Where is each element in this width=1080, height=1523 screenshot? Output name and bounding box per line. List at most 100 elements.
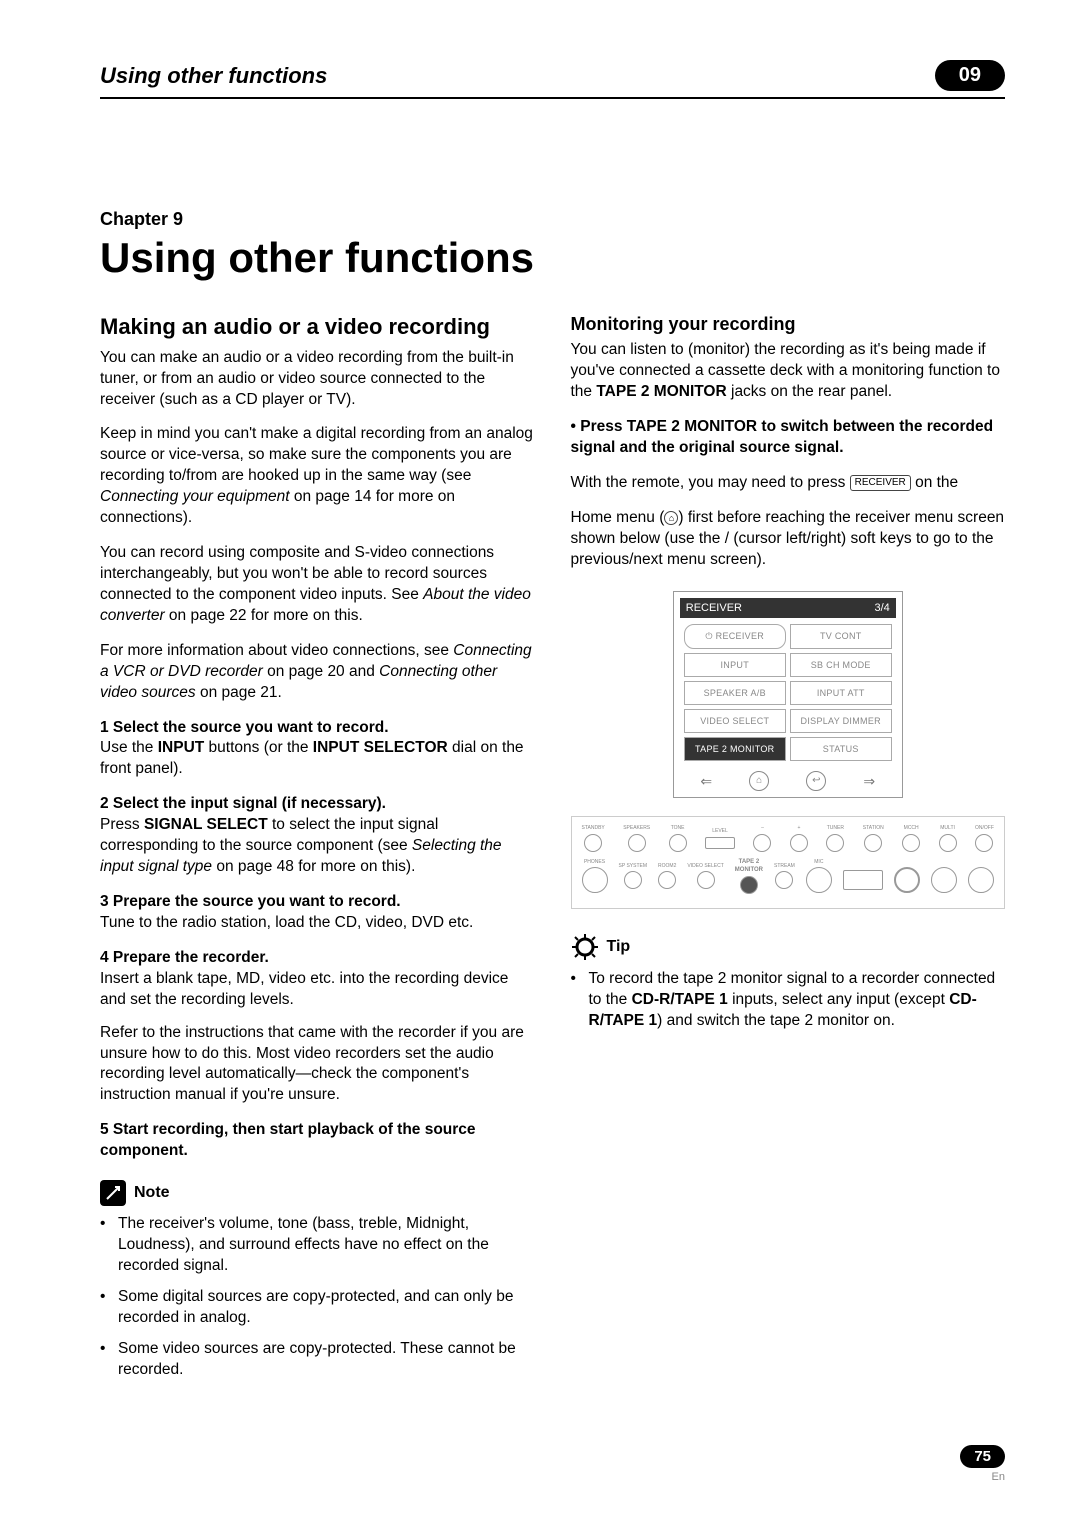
step-5: 5 Start recording, then start playback o… <box>100 1120 535 1162</box>
button-ref: INPUT SELECTOR <box>313 739 448 756</box>
text: Tune to the radio station, load the CD, … <box>100 914 473 931</box>
tip-header: Tip <box>571 933 1006 961</box>
menu-cell-status: STATUS <box>790 737 892 761</box>
left-column: Making an audio or a video recording You… <box>100 312 535 1385</box>
tape2-monitor-button-icon <box>740 876 758 894</box>
knob-icon <box>624 871 642 889</box>
text: Home menu ( <box>571 509 665 526</box>
note-bullet-3: •Some video sources are copy-protected. … <box>100 1339 535 1381</box>
text: Some video sources are copy-protected. T… <box>118 1339 535 1381</box>
receiver-menu-nav: ⇐ ⌂ ↩ ⇒ <box>680 767 896 791</box>
text: ) and switch the tape 2 monitor on. <box>657 1012 895 1029</box>
content-columns: Making an audio or a video recording You… <box>100 312 1005 1385</box>
menu-cell-video: VIDEO SELECT <box>684 709 786 733</box>
text: buttons (or the <box>204 739 313 756</box>
note-icon <box>100 1180 126 1206</box>
text: With the remote, you may need to press <box>571 474 850 491</box>
knob-icon <box>697 871 715 889</box>
dpad-icon <box>894 867 920 893</box>
knob-icon <box>753 834 771 852</box>
jack-icon <box>806 867 832 893</box>
note-label: Note <box>134 1182 170 1204</box>
menu-cell-speaker: SPEAKER A/B <box>684 681 786 705</box>
section-heading-recording: Making an audio or a video recording <box>100 312 535 342</box>
menu-cell-dimmer: DISPLAY DIMMER <box>790 709 892 733</box>
step-2-heading: 2 Select the input signal (if necessary)… <box>100 794 535 815</box>
input-ref: CD-R/TAPE 1 <box>632 991 728 1008</box>
knob-icon <box>968 867 994 893</box>
monitor-para-1: You can listen to (monitor) the recordin… <box>571 340 1006 403</box>
knob-icon <box>628 834 646 852</box>
knob-icon <box>826 834 844 852</box>
front-panel-figure: STANDBY SPEAKERS TONE LEVEL – + TUNER ST… <box>571 816 1006 909</box>
knob-icon <box>939 834 957 852</box>
knob-icon <box>658 871 676 889</box>
text: Some digital sources are copy-protected,… <box>118 1287 535 1329</box>
panel-row-top: STANDBY SPEAKERS TONE LEVEL – + TUNER ST… <box>582 825 995 852</box>
text: on page 48 for more on this). <box>212 858 415 875</box>
section-heading-monitoring: Monitoring your recording <box>571 312 1006 336</box>
step-4-heading: 4 Prepare the recorder. <box>100 948 535 969</box>
tip-bullet: • To record the tape 2 monitor signal to… <box>571 969 1006 1032</box>
menu-cell-tvcont: TV CONT <box>790 624 892 648</box>
monitor-para-3: Home menu (⌂) first before reaching the … <box>571 508 1006 571</box>
note-bullet-2: •Some digital sources are copy-protected… <box>100 1287 535 1329</box>
chapter-badge: 09 <box>935 60 1005 91</box>
text: Use the <box>100 739 158 756</box>
back-nav-icon: ↩ <box>806 771 826 791</box>
step-3-heading: 3 Prepare the source you want to record. <box>100 892 535 913</box>
step-1-heading: 1 Select the source you want to record. <box>100 718 535 739</box>
receiver-key-icon: RECEIVER <box>850 475 911 491</box>
tip-label: Tip <box>607 936 631 958</box>
receiver-menu-page: 3/4 <box>874 601 889 616</box>
receiver-menu-title: RECEIVER <box>686 601 742 616</box>
page-header: Using other functions 09 <box>100 60 1005 99</box>
menu-cell-tape2: TAPE 2 MONITOR <box>684 737 786 761</box>
step-1: 1 Select the source you want to record. … <box>100 718 535 781</box>
menu-cell-receiver: ⏻ RECEIVER <box>684 624 786 648</box>
text: on page 20 and <box>263 663 379 680</box>
text: on page 22 for more on this. <box>165 607 363 624</box>
knob-icon <box>669 834 687 852</box>
home-nav-icon: ⌂ <box>749 771 769 791</box>
knob-icon <box>584 834 602 852</box>
knob-icon <box>975 834 993 852</box>
jack-ref: TAPE 2 MONITOR <box>596 383 726 400</box>
text: on the <box>915 474 958 491</box>
right-column: Monitoring your recording You can listen… <box>571 312 1006 1385</box>
page-number: 75 <box>960 1445 1005 1468</box>
step-4: 4 Prepare the recorder. Insert a blank t… <box>100 948 535 1106</box>
knob-icon <box>790 834 808 852</box>
intro-para-2: Keep in mind you can't make a digital re… <box>100 424 535 529</box>
intro-para-3: You can record using composite and S-vid… <box>100 543 535 627</box>
panel-row-bottom: PHONES SP SYSTEM ROOM2 VIDEO SELECT TAPE… <box>582 858 995 894</box>
page-footer: 75 En <box>960 1445 1005 1483</box>
receiver-menu-titlebar: RECEIVER 3/4 <box>680 598 896 619</box>
page-lang: En <box>960 1471 1005 1483</box>
knob-icon <box>902 834 920 852</box>
section-title: Using other functions <box>100 63 327 89</box>
intro-para-4: For more information about video connect… <box>100 641 535 704</box>
knob-icon <box>775 871 793 889</box>
text: Keep in mind you can't make a digital re… <box>100 425 533 484</box>
button-ref: SIGNAL SELECT <box>144 816 268 833</box>
monitor-instruction: • Press TAPE 2 MONITOR to switch between… <box>571 417 1006 459</box>
chapter-label: Chapter 9 <box>100 209 1005 230</box>
menu-cell-inputatt: INPUT ATT <box>790 681 892 705</box>
text: The receiver's volume, tone (bass, trebl… <box>118 1214 535 1277</box>
knob-icon <box>864 834 882 852</box>
intro-para-1: You can make an audio or a video recordi… <box>100 348 535 411</box>
text: jacks on the rear panel. <box>727 383 892 400</box>
knob-icon <box>931 867 957 893</box>
note-header: Note <box>100 1180 535 1206</box>
button-icon <box>705 837 735 849</box>
tip-text: To record the tape 2 monitor signal to a… <box>589 969 1006 1032</box>
menu-cell-sbch: SB CH MODE <box>790 653 892 677</box>
right-arrow-icon: ⇒ <box>863 772 875 791</box>
left-arrow-icon: ⇐ <box>700 772 712 791</box>
chapter-title: Using other functions <box>100 234 1005 282</box>
text: Insert a blank tape, MD, video etc. into… <box>100 969 535 1011</box>
jack-icon <box>582 867 608 893</box>
display-icon <box>843 870 883 890</box>
note-bullets: •The receiver's volume, tone (bass, treb… <box>100 1214 535 1380</box>
